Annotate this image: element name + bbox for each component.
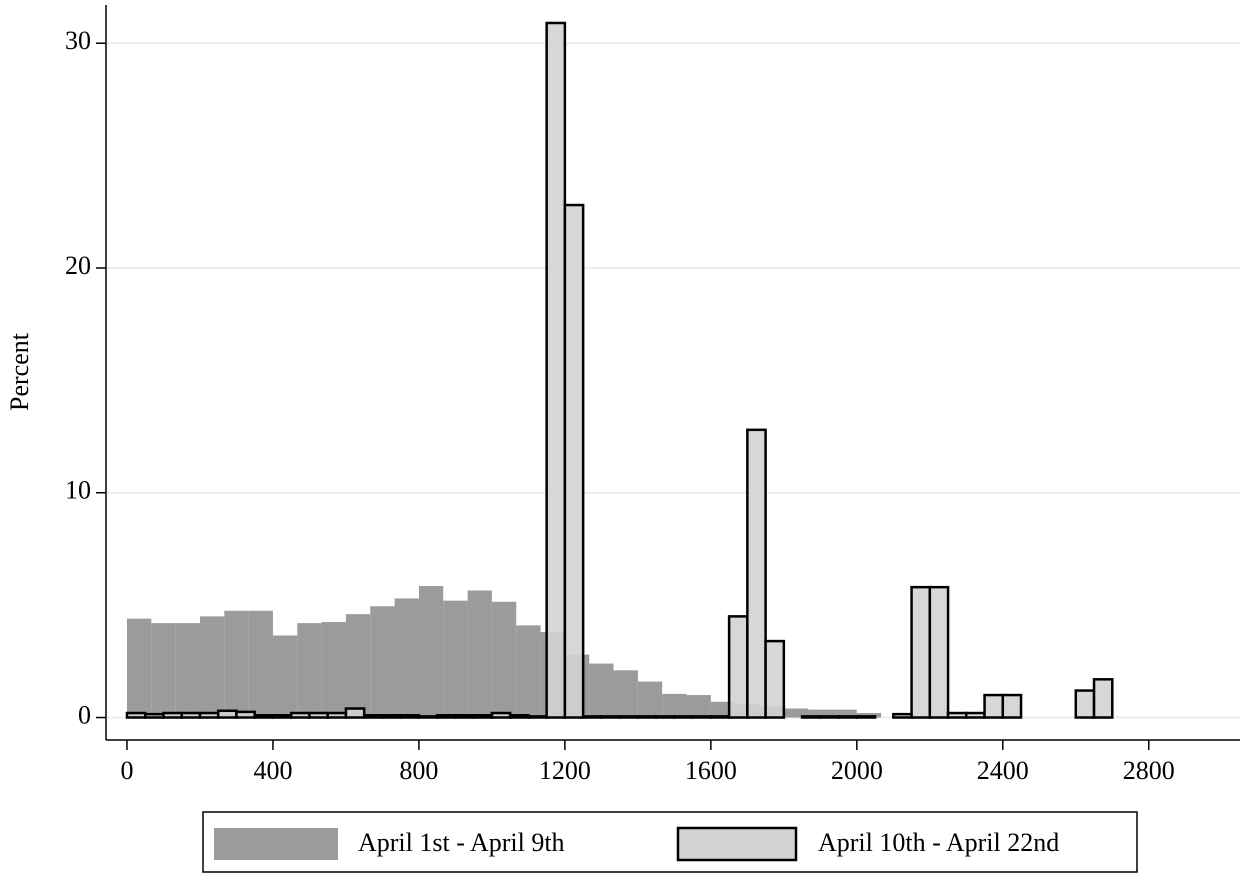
- bar: [180, 711, 202, 719]
- legend-box: [202, 811, 1138, 873]
- bar: [297, 623, 322, 718]
- y-tick-label: 20: [65, 251, 91, 280]
- bar: [800, 715, 822, 719]
- bar: [1074, 689, 1096, 719]
- bar: [490, 711, 512, 719]
- bar: [527, 715, 548, 719]
- bar: [151, 623, 176, 718]
- bar: [399, 714, 421, 719]
- y-axis-label: Percent: [5, 332, 34, 411]
- bar: [832, 709, 857, 718]
- bar: [709, 715, 731, 719]
- bar: [125, 711, 147, 719]
- bar: [216, 709, 238, 719]
- bar: [928, 585, 950, 719]
- bar: [783, 708, 809, 718]
- bar: [417, 715, 439, 719]
- bar: [654, 715, 676, 719]
- bar: [321, 621, 346, 718]
- bar: [516, 625, 541, 718]
- bar: [764, 639, 786, 719]
- x-tick-label: 800: [399, 756, 438, 785]
- bar: [362, 714, 384, 719]
- bar: [545, 21, 567, 719]
- bar: [637, 681, 663, 718]
- bar: [467, 590, 492, 718]
- x-tick-label: 2800: [1123, 756, 1175, 785]
- bar: [965, 711, 986, 719]
- bar: [381, 714, 402, 719]
- bar: [855, 715, 877, 719]
- bar: [418, 586, 444, 718]
- bar: [143, 712, 165, 719]
- bar: [271, 714, 293, 719]
- bar: [600, 715, 621, 719]
- bar: [454, 714, 475, 719]
- x-tick-label: 2000: [831, 756, 883, 785]
- bar: [1092, 678, 1114, 719]
- bar: [435, 714, 457, 719]
- bar: [946, 711, 968, 719]
- bar: [910, 585, 932, 719]
- bar: [808, 709, 833, 718]
- bar: [198, 711, 220, 719]
- bar: [662, 693, 687, 718]
- y-tick-label: 10: [65, 476, 91, 505]
- bar: [691, 715, 713, 719]
- bar: [126, 618, 152, 718]
- bar: [508, 714, 530, 719]
- x-tick-label: 1600: [685, 756, 737, 785]
- bar: [253, 714, 275, 719]
- legend-swatch: [214, 828, 338, 860]
- bar: [326, 711, 348, 719]
- bar: [224, 610, 249, 718]
- bar: [613, 670, 638, 718]
- x-tick-label: 400: [253, 756, 292, 785]
- bar: [686, 695, 711, 718]
- bar: [589, 663, 614, 718]
- bar: [289, 711, 311, 719]
- bar: [581, 715, 603, 719]
- bar: [162, 711, 183, 719]
- y-tick-label: 30: [65, 26, 91, 55]
- bar: [673, 715, 694, 719]
- bar: [394, 598, 419, 718]
- legend-swatch: [676, 826, 798, 862]
- bar: [819, 715, 840, 719]
- bar: [175, 623, 200, 718]
- bar: [272, 635, 298, 718]
- x-tick-label: 1200: [539, 756, 591, 785]
- legend-label: April 10th - April 22nd: [818, 828, 1059, 857]
- bar: [892, 712, 913, 719]
- bar: [248, 610, 273, 718]
- bar: [235, 710, 256, 719]
- bar: [308, 711, 329, 719]
- bar: [983, 693, 1005, 719]
- bar: [746, 428, 767, 719]
- y-tick-label: 0: [78, 700, 91, 729]
- legend-label: April 1st - April 9th: [358, 828, 565, 857]
- x-tick-label: 0: [120, 756, 133, 785]
- bar: [344, 707, 366, 719]
- bar: [636, 715, 658, 719]
- bar: [345, 614, 371, 718]
- bar: [727, 615, 749, 719]
- bar: [443, 600, 468, 718]
- bar: [199, 616, 225, 718]
- bar: [472, 714, 494, 719]
- x-tick-label: 2400: [977, 756, 1029, 785]
- bar: [491, 601, 517, 718]
- bar: [837, 715, 859, 719]
- bar: [1001, 693, 1023, 719]
- bar: [370, 606, 395, 718]
- bar: [563, 203, 585, 719]
- bar: [618, 715, 640, 719]
